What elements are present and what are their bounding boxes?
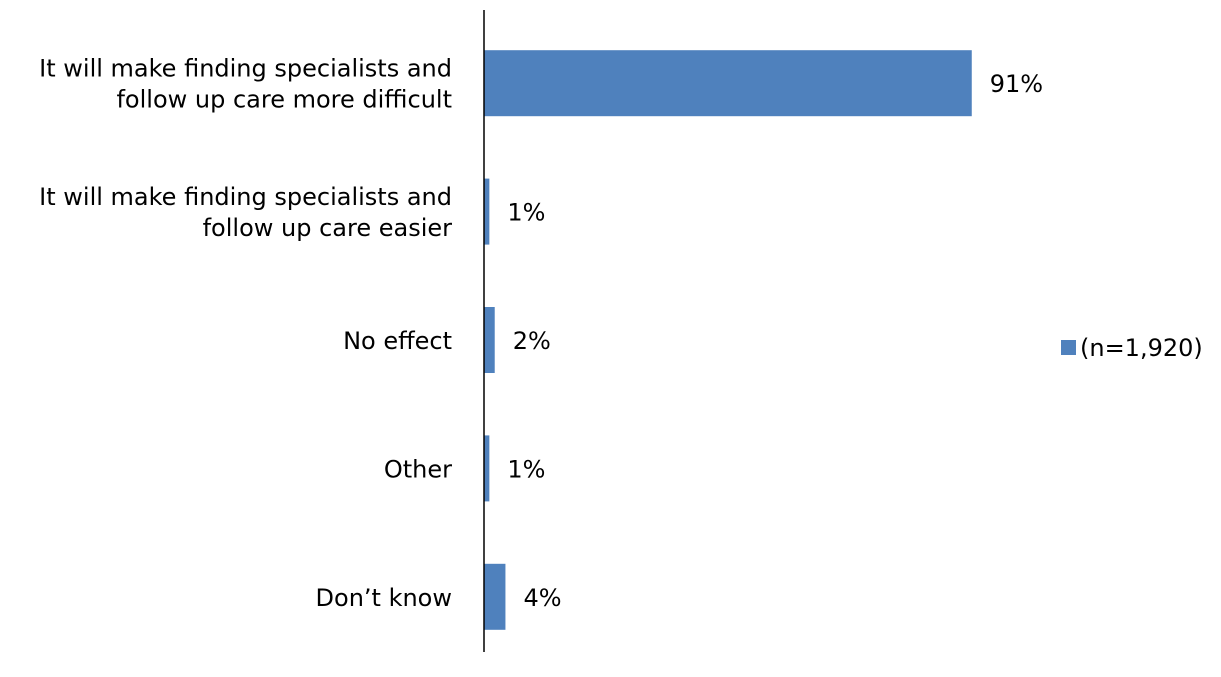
data-label-4: 4%	[523, 584, 561, 612]
category-label-line: It will make finding specialists and	[39, 183, 452, 211]
bar-2	[484, 307, 495, 373]
data-label-1: 1%	[507, 199, 545, 227]
data-labels: 91% 1% 2% 1% 4%	[507, 70, 1043, 612]
category-label-3: Other	[384, 455, 452, 483]
category-label-4: Don’t know	[316, 584, 452, 612]
category-labels: It will make finding specialists and foll…	[39, 55, 452, 612]
bar-0	[484, 50, 972, 117]
data-label-0: 91%	[990, 70, 1043, 98]
bar-4	[484, 563, 506, 630]
data-label-3: 1%	[507, 455, 545, 483]
category-label-0: It will make finding specialists and foll…	[39, 55, 452, 114]
category-label-line: follow up care more difficult	[116, 86, 452, 114]
category-label-line: Don’t know	[316, 584, 452, 612]
legend: (n=1,920)	[1061, 334, 1203, 362]
bars-layer	[484, 50, 972, 630]
category-label-1: It will make finding specialists and foll…	[39, 183, 452, 242]
legend-swatch	[1061, 340, 1076, 355]
category-label-line: It will make finding specialists and	[39, 55, 452, 83]
category-label-line: No effect	[343, 327, 452, 355]
legend-label: (n=1,920)	[1080, 334, 1203, 362]
bar-3	[484, 435, 490, 502]
category-label-2: No effect	[343, 327, 452, 355]
bar-1	[484, 178, 490, 245]
category-label-line: follow up care easier	[203, 214, 453, 242]
category-label-line: Other	[384, 455, 452, 483]
data-label-2: 2%	[513, 327, 551, 355]
